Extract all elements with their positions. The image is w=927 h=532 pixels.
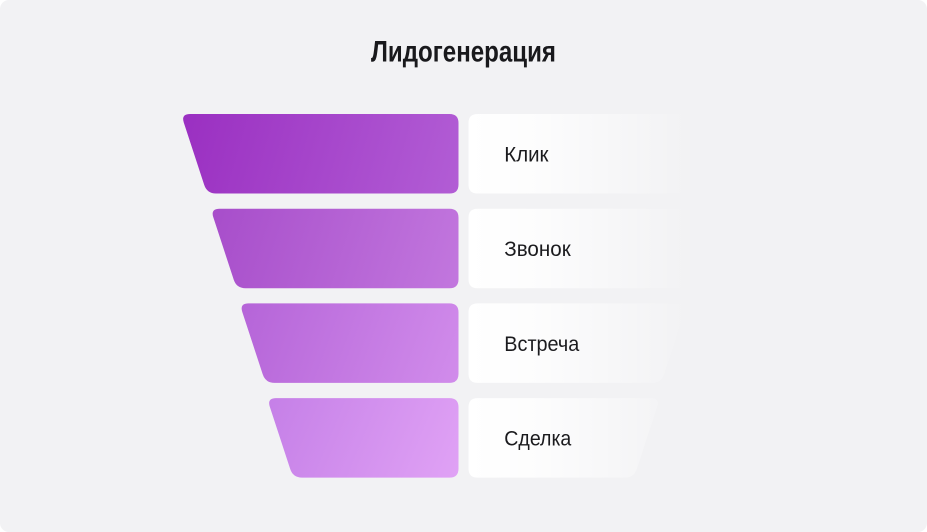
svg-text:Клик: Клик: [504, 143, 549, 166]
svg-text:Сделка: Сделка: [504, 428, 571, 451]
svg-text:Звонок: Звонок: [504, 238, 571, 261]
svg-text:Встреча: Встреча: [504, 333, 579, 356]
svg-text:Лидогенерация: Лидогенерация: [371, 35, 556, 68]
